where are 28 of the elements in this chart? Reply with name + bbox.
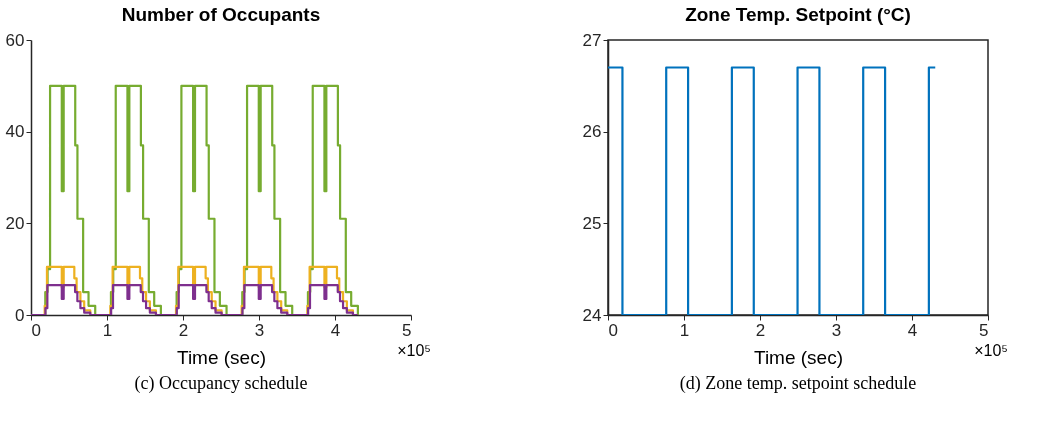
y-tick-label: 27 — [582, 30, 602, 50]
x-tick-label: 3 — [831, 320, 842, 340]
x-tick-label: 1 — [679, 320, 690, 340]
x-tick-label: 2 — [755, 320, 766, 340]
x-tick-label: 2 — [178, 320, 189, 340]
text: (c) Occupancy schedule — [134, 373, 308, 394]
y-tick-label: 40 — [5, 122, 25, 142]
x-axis-title: Time (sec) — [176, 346, 267, 368]
x-tick-label: 3 — [254, 320, 265, 340]
text: ×10⁵ — [397, 342, 431, 359]
x-tick-label: 5 — [402, 320, 412, 340]
chart-title: Number of Occupants — [121, 4, 321, 25]
y-tick-label: 26 — [582, 122, 602, 142]
x-tick-label: 1 — [102, 320, 113, 340]
x-tick-label: 0 — [31, 320, 41, 340]
y-tick-label: 60 — [5, 30, 25, 50]
x-tick-label: 5 — [979, 320, 989, 340]
x-axis-title: Time (sec) — [753, 346, 844, 368]
y-tick-label: 25 — [582, 213, 602, 233]
x-tick-label: 0 — [608, 320, 618, 340]
x-tick-label: 4 — [330, 320, 341, 340]
y-tick-label: 20 — [5, 213, 25, 233]
text: (d) Zone temp. setpoint schedule — [679, 373, 917, 394]
y-tick-label: 0 — [15, 305, 25, 325]
text: ×10⁵ — [974, 342, 1008, 359]
chart-title: Zone Temp. Setpoint (°C) — [685, 4, 911, 25]
x-tick-label: 4 — [907, 320, 918, 340]
y-tick-label: 24 — [582, 305, 602, 325]
